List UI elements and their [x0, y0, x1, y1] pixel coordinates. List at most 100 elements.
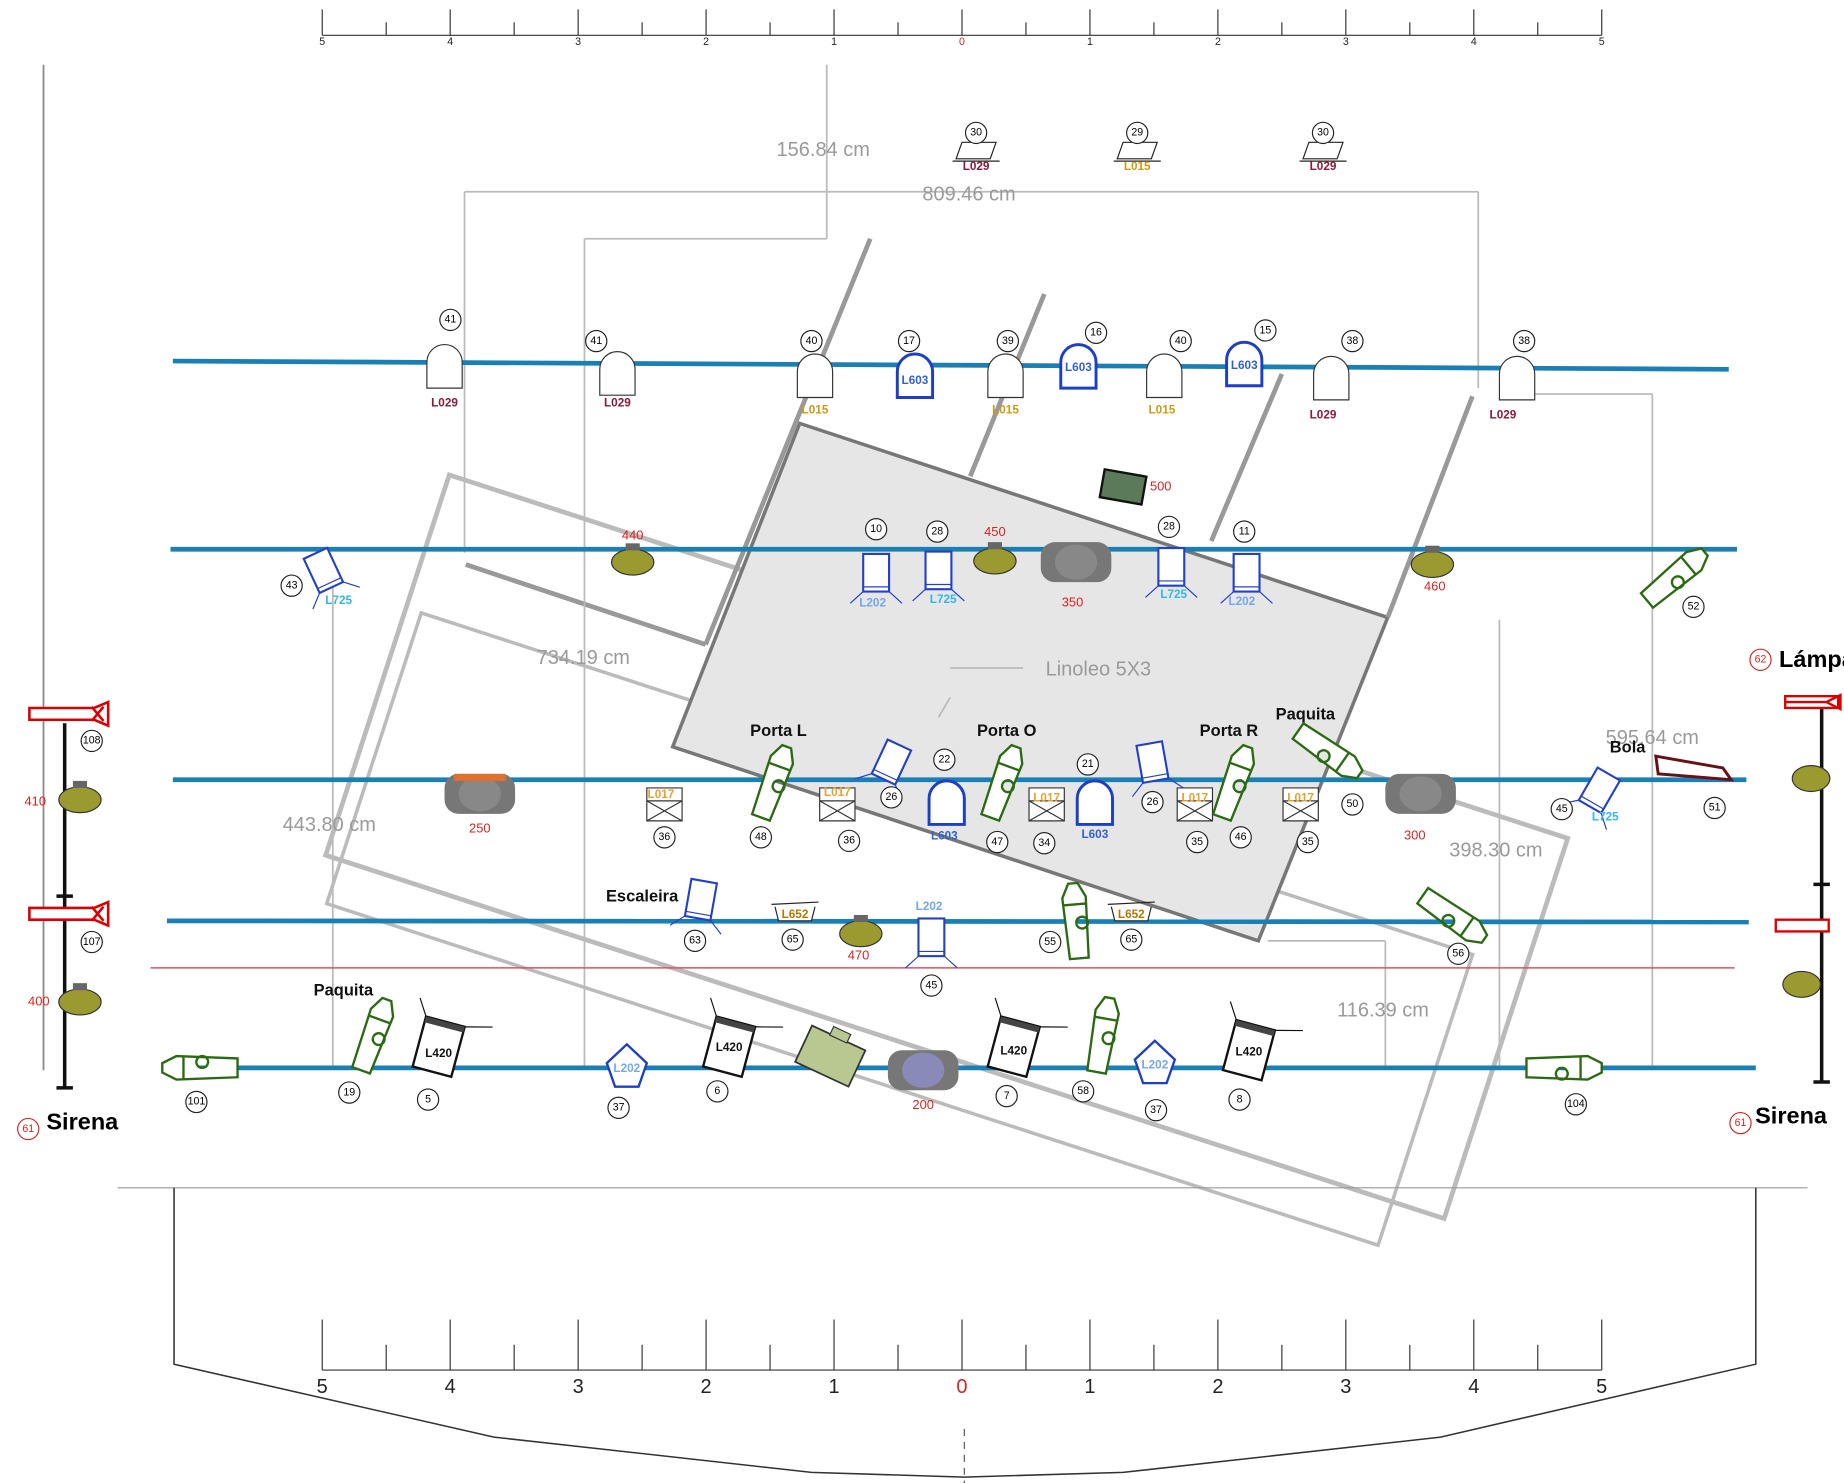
- fixture-hanger: [1145, 580, 1198, 598]
- fixture-body: [350, 996, 395, 1075]
- dimension-label: 734.19 cm: [537, 647, 630, 669]
- fixture-id: 28: [1163, 521, 1175, 533]
- ruler-label: 3: [575, 36, 581, 48]
- fixture: [161, 1054, 239, 1081]
- fixture-id-circle: [926, 520, 949, 543]
- fixture-id: 36: [843, 835, 855, 847]
- fixture-gel: L603: [1065, 361, 1092, 374]
- fixture-body: [1291, 721, 1364, 780]
- fixture-body: [1113, 141, 1161, 162]
- ruler-label: 1: [1084, 1376, 1095, 1398]
- fixture-id-circle: [864, 518, 888, 541]
- fixture-id: 55: [1044, 936, 1056, 948]
- fixture: [1639, 547, 1710, 610]
- ruler-label: 1: [831, 36, 837, 48]
- fixture-frame: [999, 1016, 1040, 1033]
- fixture-id: 26: [1147, 796, 1159, 808]
- fixture: [1385, 773, 1456, 814]
- fixture-hanger: [1229, 1001, 1303, 1032]
- fixture-gel: L603: [1081, 828, 1108, 841]
- fixture-id-circle: [1682, 595, 1705, 619]
- fixture-id-circle: [338, 1081, 361, 1104]
- fixture-hanger: [1425, 545, 1440, 553]
- fixture-gel: L725: [1592, 810, 1619, 823]
- fixture: [302, 546, 360, 610]
- fixture-hanger: [912, 583, 965, 602]
- annotation: Porta L: [750, 722, 807, 740]
- fixture-gel: L029: [1490, 408, 1517, 421]
- fixture: [839, 914, 883, 948]
- fixture-gel: L017: [1033, 792, 1060, 805]
- fixture-id: 45: [1556, 803, 1568, 815]
- fixture-id: 11: [1239, 525, 1250, 537]
- fixture-id: 41: [590, 335, 602, 347]
- fixture-id-circle: [1169, 329, 1192, 353]
- fixture-body: [1075, 779, 1114, 826]
- fixture-id-circle: [880, 786, 903, 809]
- fixture-frame: [424, 1016, 465, 1033]
- fixture-body: [1232, 552, 1261, 593]
- fixture-body: [862, 552, 891, 593]
- fixture-gel: L603: [1231, 359, 1258, 372]
- ruler-label: 1: [1087, 36, 1093, 48]
- fixture: [1410, 545, 1455, 579]
- fixture-hanger: [669, 910, 722, 935]
- fixture: [1098, 467, 1148, 506]
- fixture-body: [796, 353, 834, 399]
- fixture-id-circle: [1703, 796, 1726, 820]
- fixture-id: 65: [1125, 933, 1137, 945]
- fixture: [1133, 1039, 1177, 1085]
- ruler-label: 4: [447, 36, 453, 48]
- fixture: [750, 743, 795, 823]
- fixture: [1415, 886, 1489, 945]
- fixture-id: 65: [787, 933, 799, 945]
- fixture-id: 43: [286, 579, 298, 591]
- fixture-gel: L017: [648, 788, 675, 801]
- fixture: [605, 1042, 649, 1088]
- fixture-id-circle: [1341, 329, 1364, 353]
- fixture-hanger: [987, 542, 1002, 550]
- fixture-hanger: [72, 780, 88, 788]
- fixture: [1146, 353, 1183, 399]
- fixture-body: [58, 786, 102, 814]
- fixture-gel: L029: [1310, 408, 1337, 421]
- fixture-body: [1654, 754, 1735, 782]
- fixture-body: [819, 787, 856, 822]
- fixture: [58, 983, 102, 1016]
- fixture-body: [1313, 355, 1350, 401]
- fixture-id-circle: [897, 329, 921, 353]
- fixture-id: 56: [1452, 948, 1464, 960]
- annotation: Porta O: [977, 722, 1037, 740]
- fixture-id-circle: [1071, 1080, 1095, 1103]
- fixture-body: [1059, 343, 1098, 390]
- ruler-label: 5: [1599, 36, 1605, 48]
- fixture-id: 250: [469, 821, 491, 836]
- fixture-id: 440: [622, 528, 644, 543]
- fixture-id: 7: [1004, 1090, 1010, 1102]
- fixture: [1131, 740, 1184, 798]
- fixture: [28, 700, 110, 728]
- fixture-id-circle: [1157, 515, 1181, 539]
- fixture-id-circle: [683, 929, 707, 953]
- fixture: [912, 550, 965, 602]
- fixture-body: [952, 141, 1000, 162]
- fixture-id: 37: [1150, 1104, 1162, 1116]
- fixture-id: 48: [755, 831, 767, 843]
- fixture-id-circle: [1512, 329, 1536, 353]
- fixture: [952, 141, 1000, 162]
- fixture-id-circle: [749, 826, 773, 849]
- fixture-id-circle: [781, 928, 804, 951]
- fixture-body: [1061, 881, 1090, 961]
- fixture-id: 41: [445, 314, 457, 326]
- fixture-body: [426, 344, 463, 389]
- fixture-id-circle: [1076, 753, 1099, 776]
- fixture-gel: L017: [824, 786, 851, 799]
- fixture: [669, 877, 722, 935]
- dimension-label: 398.30 cm: [1449, 840, 1542, 862]
- fixture-hanger: [625, 543, 640, 551]
- fixture-body: [1085, 995, 1120, 1075]
- fixture-hanger: [853, 914, 868, 923]
- fixture-body: [1098, 467, 1148, 506]
- fixture-id: 10: [870, 523, 882, 535]
- fixture-id-circle: [280, 574, 303, 597]
